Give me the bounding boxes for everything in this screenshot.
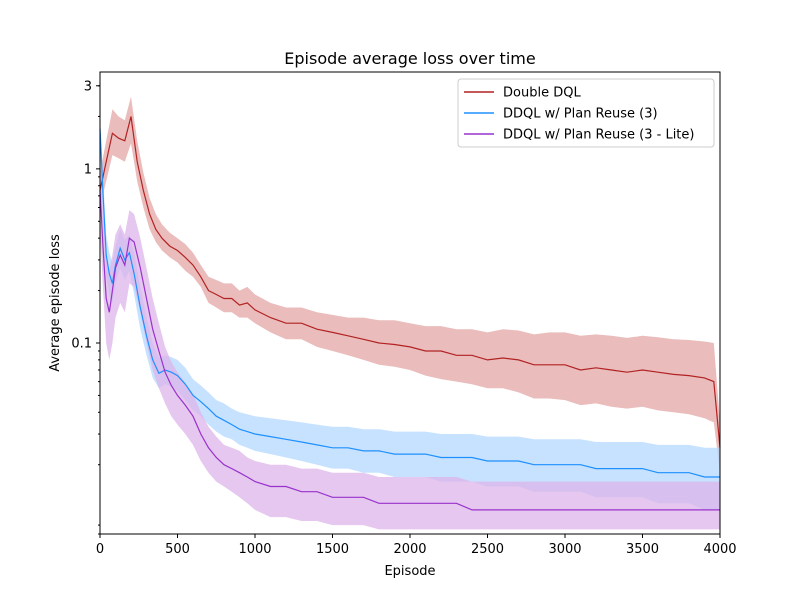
x-tick-label: 1000 bbox=[238, 542, 271, 557]
y-axis: 0.1 1 3 bbox=[71, 79, 100, 535]
x-tick-label: 1500 bbox=[316, 542, 349, 557]
legend-label-2: DDQL w/ Plan Reuse (3 - Lite) bbox=[503, 128, 694, 143]
x-tick-label: 2000 bbox=[393, 542, 426, 557]
x-axis-label: Episode bbox=[384, 564, 435, 579]
series-0-line bbox=[99, 116, 721, 448]
x-axis: 0 500 1000 1500 2000 2500 3000 3500 4000 bbox=[96, 534, 737, 557]
x-tick-label: 500 bbox=[165, 542, 190, 557]
x-tick-label: 3500 bbox=[626, 542, 659, 557]
x-tick-label: 0 bbox=[96, 542, 104, 557]
legend: Double DQL DDQL w/ Plan Reuse (3) DDQL w/ … bbox=[457, 78, 715, 148]
legend-label-0: Double DQL bbox=[503, 86, 581, 101]
y-tick-label: 3 bbox=[84, 79, 92, 94]
series-2-band bbox=[100, 161, 720, 530]
series-1-band bbox=[100, 116, 720, 510]
x-tick-label: 2500 bbox=[471, 542, 504, 557]
y-tick-label: 0.1 bbox=[71, 336, 92, 351]
series-lines bbox=[99, 116, 721, 511]
chart-title: Episode average loss over time bbox=[284, 49, 535, 68]
confidence-bands bbox=[100, 96, 720, 530]
series-2-line bbox=[99, 190, 720, 511]
legend-label-1: DDQL w/ Plan Reuse (3) bbox=[503, 107, 658, 122]
y-tick-label: 1 bbox=[84, 162, 92, 177]
legend-box bbox=[457, 78, 715, 148]
y-axis-label: Average episode loss bbox=[48, 234, 63, 372]
x-tick-label: 4000 bbox=[703, 542, 736, 557]
series-0-band bbox=[100, 96, 720, 473]
series-1-line bbox=[99, 128, 720, 478]
x-tick-label: 3000 bbox=[548, 542, 581, 557]
